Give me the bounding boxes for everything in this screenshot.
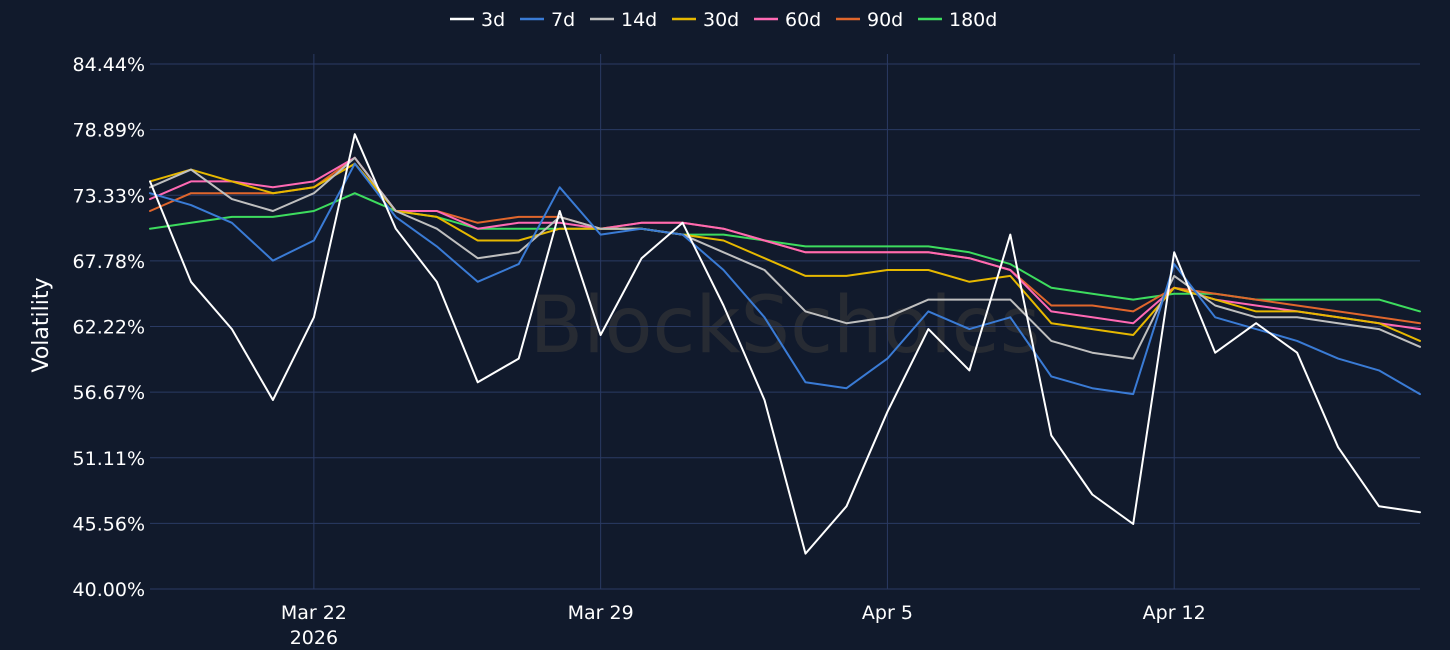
x-tick-label: Apr 5 <box>862 602 913 624</box>
legend-label-90d: 90d <box>867 9 903 31</box>
y-tick-label: 51.11% <box>73 448 145 470</box>
legend-label-3d: 3d <box>481 9 505 31</box>
series-line-14d <box>149 156 1421 360</box>
y-tick-label: 78.89% <box>73 120 145 142</box>
y-tick-label: 45.56% <box>73 513 145 535</box>
legend-label-60d: 60d <box>785 9 821 31</box>
y-tick-label: 73.33% <box>73 185 145 207</box>
x-tick-label: Apr 12 <box>1143 602 1206 624</box>
legend-label-7d: 7d <box>551 9 575 31</box>
grid <box>150 54 1420 590</box>
x-tick-label: Mar 22 <box>281 602 347 624</box>
legend-label-30d: 30d <box>703 9 739 31</box>
x-tick-sublabel: 2026 <box>290 627 338 649</box>
x-tick-label: Mar 29 <box>568 602 634 624</box>
legend: 3d 7d 14d 30d 60d 90d 180d <box>450 9 997 31</box>
legend-label-180d: 180d <box>949 9 997 31</box>
y-tick-label: 40.00% <box>73 579 145 601</box>
y-tick-label: 84.44% <box>73 54 145 76</box>
y-tick-label: 56.67% <box>73 382 145 404</box>
series-line-3d <box>149 133 1421 555</box>
legend-label-14d: 14d <box>621 9 657 31</box>
series-line-7d <box>149 162 1421 396</box>
y-axis-ticks: 40.00% 45.56% 51.11% 56.67% 62.22% 67.78% 73.3… <box>73 54 145 601</box>
y-axis-label: Volatility <box>29 277 54 372</box>
y-tick-label: 67.78% <box>73 251 145 273</box>
x-axis-ticks: Mar 22 2026 Mar 29 Apr 5 Apr 12 <box>281 602 1206 649</box>
y-tick-label: 62.22% <box>73 317 145 339</box>
series-lines <box>149 133 1421 555</box>
